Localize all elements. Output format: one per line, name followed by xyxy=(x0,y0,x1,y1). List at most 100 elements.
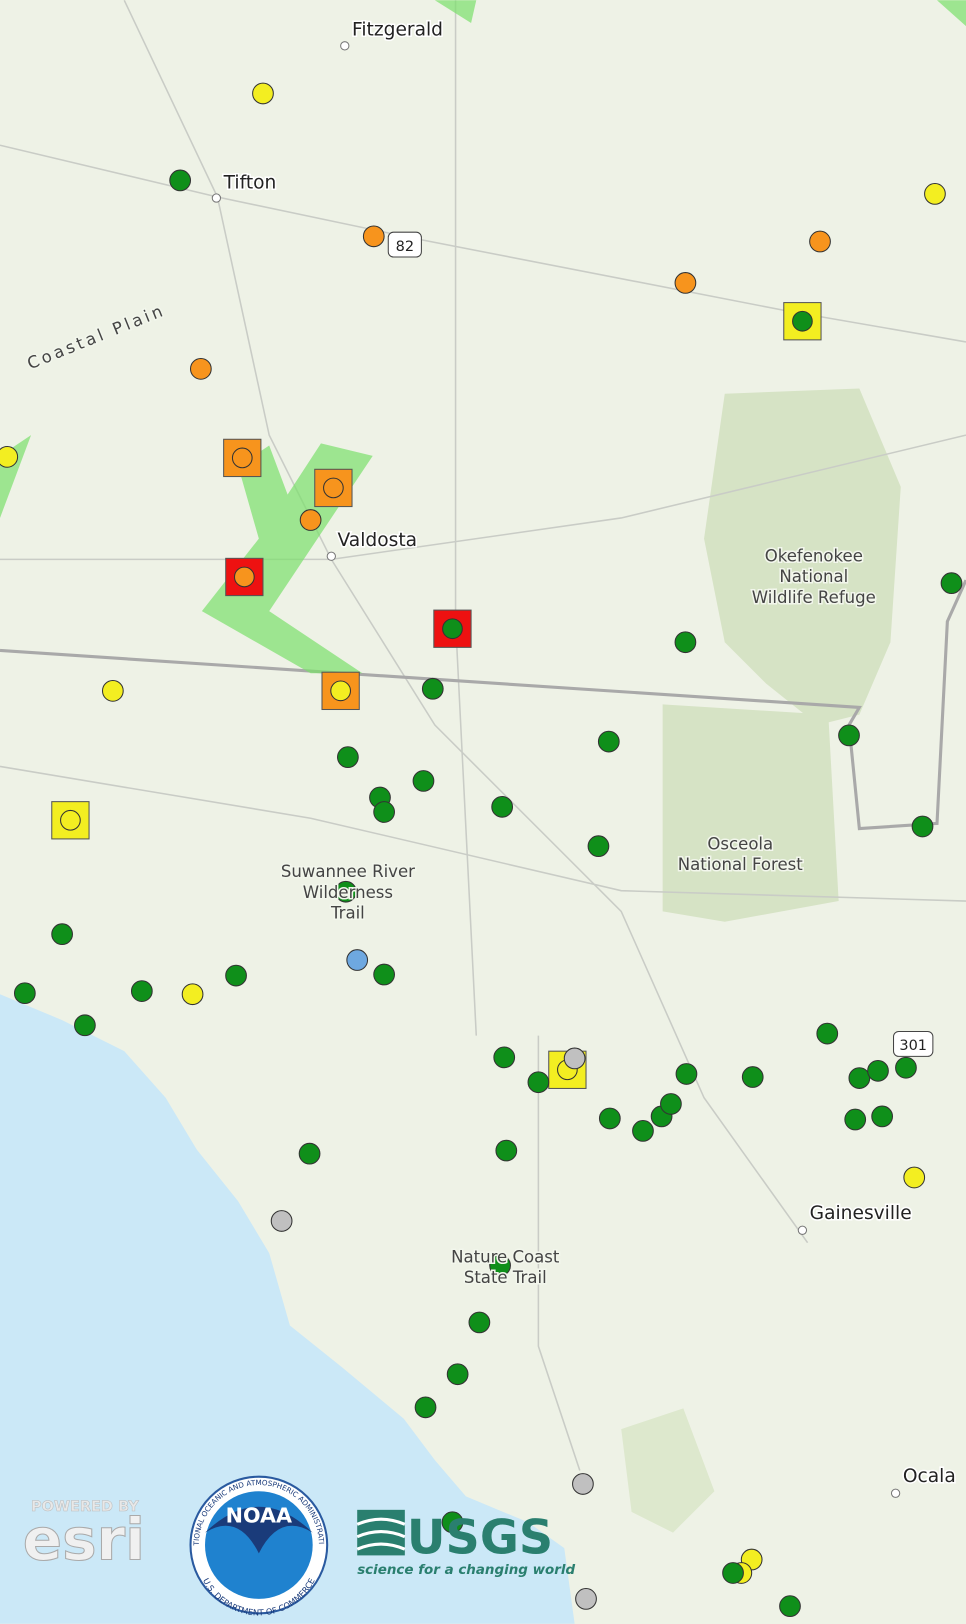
gauge-marker xyxy=(587,835,610,858)
gauge-marker xyxy=(493,1046,516,1069)
place-label: Trail xyxy=(330,904,365,923)
gauge-marker xyxy=(660,1093,682,1115)
place-label: Suwannee River xyxy=(281,862,415,881)
usgs-text: USGS xyxy=(407,1510,553,1565)
gauge-marker xyxy=(362,225,385,248)
state-line xyxy=(0,579,966,831)
place-label: Tifton xyxy=(223,173,277,194)
gauge-marker xyxy=(441,1511,464,1534)
gauge-marker xyxy=(169,169,192,192)
noaa-text: NOAA xyxy=(226,1503,292,1527)
okefenokee-area xyxy=(704,388,901,726)
esri-logo: esri xyxy=(23,1506,145,1574)
place-label: Nature Coast xyxy=(451,1247,560,1266)
place-label: National Forest xyxy=(678,855,804,874)
highway-label: 82 xyxy=(396,239,414,255)
place-label: Wildlife Refuge xyxy=(752,588,876,607)
place-dot xyxy=(211,193,222,203)
gauge-marker xyxy=(373,801,395,823)
place-label: Fitzgerald xyxy=(352,19,443,40)
gauge-marker xyxy=(298,1142,321,1165)
gauge-marker xyxy=(421,677,444,700)
gauge-marker xyxy=(231,447,253,469)
place-label: Ocala xyxy=(903,1466,956,1487)
place-label: National xyxy=(779,567,848,586)
gauge-marker xyxy=(334,880,357,903)
gauge-marker xyxy=(575,1588,597,1610)
place-dot xyxy=(890,1488,901,1498)
gauge-marker xyxy=(323,477,344,499)
gauge-marker xyxy=(940,572,963,595)
gauge-marker xyxy=(74,1014,96,1037)
place-label: Okefenokee xyxy=(765,546,863,565)
place-dot xyxy=(340,41,350,51)
gauge-marker xyxy=(189,357,212,380)
markers xyxy=(0,82,963,1618)
gauge-marker xyxy=(468,1311,491,1334)
shield-82: 82 xyxy=(387,231,422,258)
gauge-marker xyxy=(674,272,697,294)
gauge-marker xyxy=(838,724,860,747)
shield-301: 301 xyxy=(893,1030,934,1057)
gauge-marker xyxy=(722,1562,744,1584)
place-label: Valdosta xyxy=(338,530,418,551)
esri-tagline: POWERED BY xyxy=(31,1499,139,1515)
gauge-marker xyxy=(489,1254,511,1277)
gauge-marker xyxy=(233,566,255,588)
gauge-marker xyxy=(346,949,369,971)
gauge-marker xyxy=(844,1108,867,1131)
place-label: Gainesville xyxy=(810,1203,912,1224)
gauge-marker xyxy=(446,1363,469,1386)
usgs-tagline: science for a changing world xyxy=(357,1563,575,1578)
gauge-marker xyxy=(924,183,946,205)
gauge-marker xyxy=(181,983,204,1006)
gauge-marker xyxy=(270,1210,293,1232)
gauge-marker xyxy=(675,1063,698,1085)
gauge-marker xyxy=(495,1139,518,1162)
gauge-marker xyxy=(60,809,81,831)
gauge-marker xyxy=(792,310,813,332)
usgs-logo: USGS science for a changing world xyxy=(356,1509,575,1578)
gauge-marker xyxy=(632,1120,654,1142)
gauge-marker xyxy=(809,230,831,253)
gauge-marker xyxy=(903,1166,926,1189)
gauge-marker xyxy=(130,980,153,1002)
gauge-marker xyxy=(848,1067,871,1089)
osceola-area xyxy=(662,704,839,922)
place-label: Osceola xyxy=(707,834,773,853)
gauge-marker xyxy=(867,1059,889,1082)
gauge-marker xyxy=(299,509,322,531)
gauge-marker xyxy=(911,815,934,838)
gauge-marker xyxy=(779,1595,801,1618)
gulf xyxy=(0,994,575,1624)
gauge-marker xyxy=(13,982,36,1005)
gauge-marker xyxy=(337,746,359,768)
gauge-marker xyxy=(252,82,274,105)
gauge-marker xyxy=(572,1473,594,1495)
gauge-marker xyxy=(51,923,73,946)
gauge-marker xyxy=(527,1071,550,1094)
gauge-marker xyxy=(597,730,620,753)
gauge-marker xyxy=(871,1105,894,1128)
gauge-marker xyxy=(373,963,395,986)
place-dot xyxy=(797,1225,808,1235)
place-label: State Trail xyxy=(464,1268,547,1287)
gauge-marker xyxy=(491,795,514,818)
gauge-marker xyxy=(563,1047,586,1070)
gauge-marker xyxy=(101,679,124,702)
gauge-marker xyxy=(225,964,247,987)
gauge-marker xyxy=(674,631,697,654)
place-dot xyxy=(326,551,336,561)
gauge-marker xyxy=(412,770,435,792)
forest-area xyxy=(621,1408,715,1533)
highway-label: 301 xyxy=(899,1038,927,1054)
gauge-marker xyxy=(330,680,351,702)
gauge-marker xyxy=(816,1022,839,1045)
gauge-marker xyxy=(0,445,19,468)
gauge-marker xyxy=(414,1396,437,1419)
gauge-marker xyxy=(598,1107,621,1130)
gauge-marker xyxy=(442,618,463,640)
gauge-marker xyxy=(895,1056,917,1079)
